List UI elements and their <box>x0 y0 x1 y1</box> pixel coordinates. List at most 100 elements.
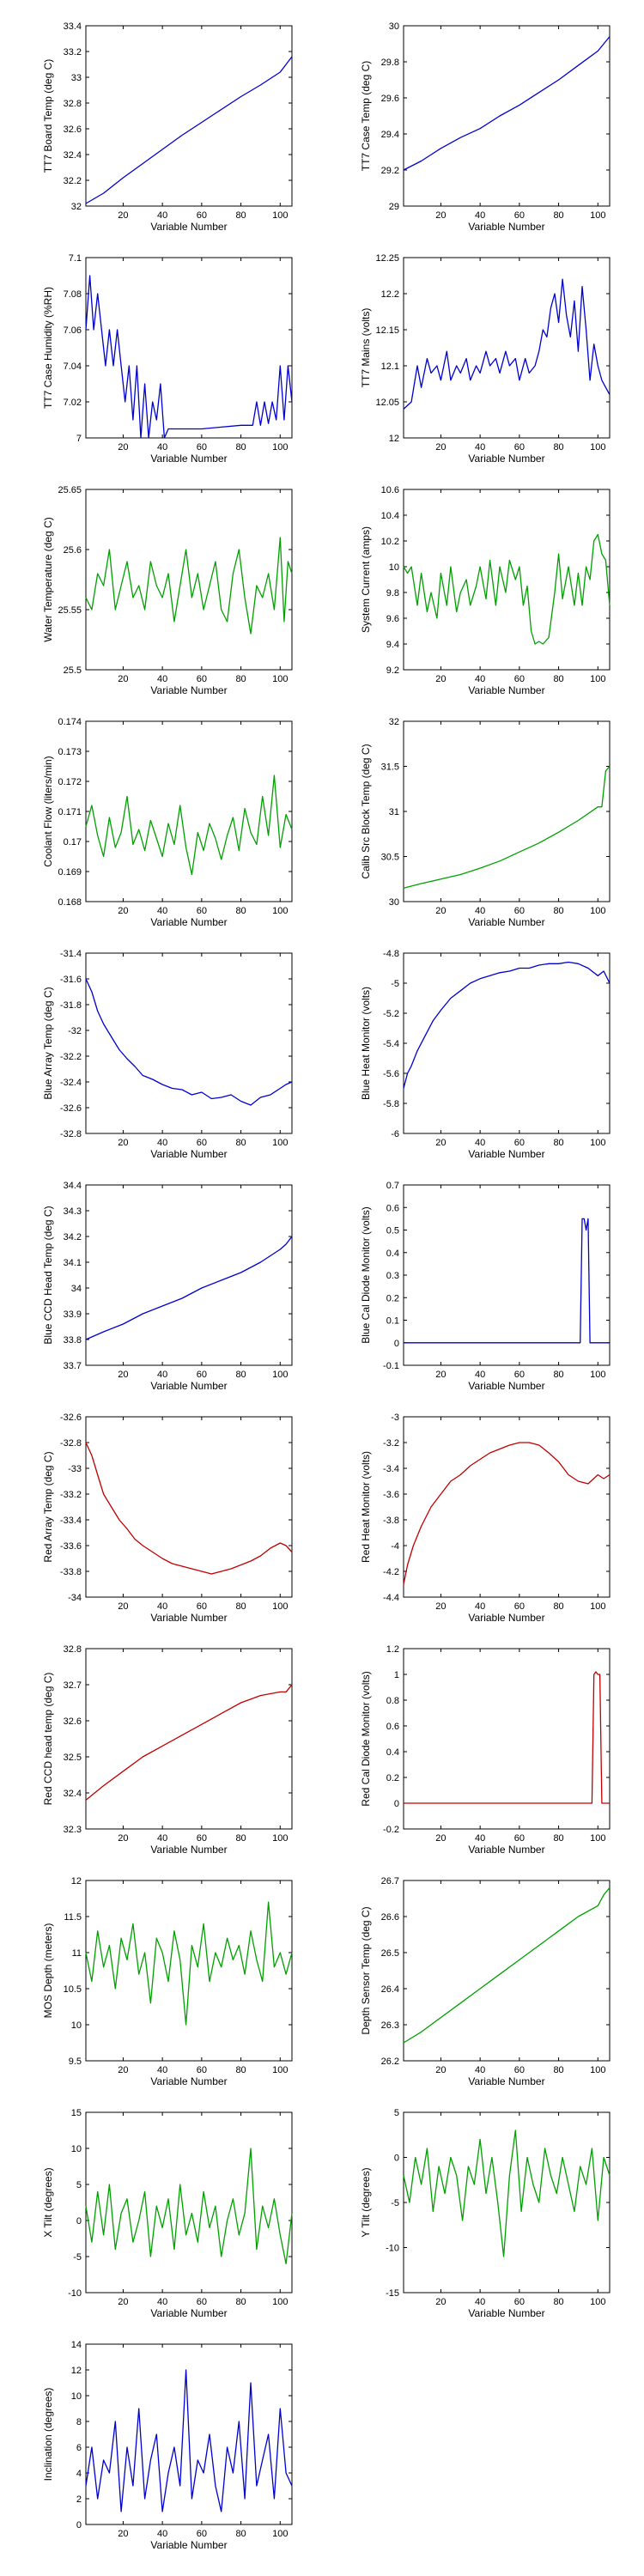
chart-panel-16: -0.2 0 0.2 0.4 0.6 0.8 1 1.2 20 40 60 80 100 Variable… <box>360 1644 611 1856</box>
y-tick-label: -31.6 <box>60 975 82 985</box>
y-tick-label: 32.6 <box>64 125 82 135</box>
y-tick-label: 25.6 <box>64 545 82 556</box>
y-tick-label: 5 <box>394 2108 399 2118</box>
x-tick-label: 20 <box>118 1601 128 1612</box>
y-tick-label: 0.6 <box>386 1203 399 1213</box>
y-tick-label: 33.4 <box>64 21 82 32</box>
x-tick-label: 20 <box>118 906 128 916</box>
x-tick-label: 60 <box>514 906 525 916</box>
x-tick-label: 40 <box>157 2297 167 2307</box>
x-tick-label: 20 <box>118 2297 128 2307</box>
y-tick-label: -5 <box>73 2252 82 2263</box>
x-tick-label: 40 <box>157 210 167 221</box>
x-tick-label: 60 <box>197 906 207 916</box>
plot-frame <box>403 489 611 671</box>
y-tick-label: -4 <box>391 1541 399 1552</box>
x-tick-label: 20 <box>118 2529 128 2539</box>
y-tick-label: 12 <box>71 2366 82 2376</box>
y-tick-label: 32 <box>389 717 399 727</box>
x-tick-label: 20 <box>118 674 128 684</box>
y-tick-label: 26.2 <box>381 2057 399 2067</box>
y-tick-label: 31.5 <box>381 762 399 773</box>
series-line-1 <box>85 56 293 204</box>
x-tick-label: 60 <box>514 210 525 221</box>
y-tick-label: 14 <box>71 2340 82 2350</box>
y-tick-label: 0 <box>76 2216 82 2227</box>
chart-panel-20: -15 -10 -5 0 5 20 40 60 80 100 Variable Number Y Ti… <box>360 2108 611 2319</box>
y-tick-label: 2 <box>76 2494 82 2505</box>
x-axis-label: Variable Number <box>468 221 544 233</box>
x-tick-label: 100 <box>590 906 605 916</box>
y-tick-label: 7.02 <box>64 398 82 408</box>
y-tick-label: 32 <box>71 202 82 212</box>
x-tick-label: 100 <box>590 2065 605 2075</box>
y-tick-label: -34 <box>68 1593 82 1603</box>
x-tick-label: 40 <box>475 2297 485 2307</box>
x-tick-label: 60 <box>197 2297 207 2307</box>
x-tick-label: 60 <box>197 1833 207 1844</box>
y-axis-label: System Current (amps) <box>360 526 372 633</box>
x-tick-label: 80 <box>553 1138 563 1148</box>
y-tick-label: 12.25 <box>375 253 399 264</box>
y-tick-label: 29.2 <box>381 166 399 176</box>
y-tick-label: -0.2 <box>383 1825 399 1835</box>
x-axis-label: Variable Number <box>150 453 227 465</box>
x-tick-label: 80 <box>553 1601 563 1612</box>
y-tick-label: 5 <box>76 2180 82 2190</box>
y-tick-label: 10 <box>71 2020 82 2031</box>
x-tick-label: 40 <box>475 1370 485 1380</box>
chart-panel-1: 32 32.2 32.4 32.6 32.8 33 33.2 33.4 20 40 60 80 100 V… <box>42 21 293 233</box>
series-line-1 <box>403 36 611 171</box>
x-tick-label: 100 <box>272 674 288 684</box>
y-tick-label: 9.2 <box>386 665 399 676</box>
plot-frame <box>403 720 611 902</box>
y-tick-label: 34.4 <box>64 1181 82 1191</box>
y-tick-label: -5.6 <box>383 1069 399 1079</box>
y-tick-label: 26.5 <box>381 1948 399 1959</box>
y-axis-label: Blue Heat Monitor (volts) <box>360 987 372 1100</box>
y-axis-label: Blue Array Temp (deg C) <box>42 987 54 1099</box>
x-tick-label: 20 <box>435 1138 446 1148</box>
series-line-1 <box>404 1671 610 1804</box>
y-tick-label: 32.4 <box>64 1789 82 1799</box>
y-tick-label: 0.172 <box>58 777 82 787</box>
x-tick-label: 20 <box>435 674 446 684</box>
x-axis-label: Variable Number <box>150 1148 227 1160</box>
x-tick-label: 100 <box>590 1601 605 1612</box>
x-tick-label: 40 <box>475 210 485 221</box>
x-tick-label: 60 <box>514 1601 525 1612</box>
y-tick-label: 0.174 <box>58 717 82 727</box>
y-tick-label: -31.4 <box>60 949 82 959</box>
y-tick-label: 7.04 <box>64 361 82 372</box>
x-tick-label: 40 <box>475 1601 485 1612</box>
x-axis-label: Variable Number <box>150 1844 227 1856</box>
y-tick-label: 7.08 <box>64 289 82 300</box>
x-tick-label: 40 <box>475 1138 485 1148</box>
y-tick-label: -4.2 <box>383 1567 399 1577</box>
y-tick-label: 32.8 <box>64 99 82 109</box>
x-tick-label: 40 <box>157 1370 167 1380</box>
x-tick-label: 60 <box>197 210 207 221</box>
series-line-1 <box>85 1901 293 2026</box>
x-tick-label: 100 <box>272 1138 288 1148</box>
y-tick-label: 15 <box>71 2108 82 2118</box>
x-tick-label: 60 <box>514 1370 525 1380</box>
x-tick-label: 80 <box>235 2065 246 2075</box>
x-tick-label: 20 <box>435 2297 446 2307</box>
y-tick-label: -10 <box>386 2244 399 2254</box>
chart-panel-21: 0 2 4 6 8 10 12 14 20 40 60 80 100 Variable Number Inc… <box>42 2340 293 2551</box>
y-tick-label: 12.2 <box>381 289 399 300</box>
plot-frame <box>403 1648 611 1830</box>
y-axis-label: Blue CCD Head Temp (deg C) <box>42 1206 54 1344</box>
y-tick-label: -3 <box>391 1413 399 1423</box>
y-tick-label: -6 <box>391 1129 399 1139</box>
y-tick-label: 7.1 <box>69 253 82 264</box>
x-tick-label: 80 <box>553 442 563 453</box>
x-tick-label: 20 <box>435 906 446 916</box>
y-axis-label: Red Array Temp (deg C) <box>42 1451 54 1562</box>
x-axis-label: Variable Number <box>468 453 544 465</box>
y-tick-label: 12.1 <box>381 361 399 372</box>
x-tick-label: 80 <box>235 1833 246 1844</box>
y-tick-label: 0.4 <box>386 1747 399 1758</box>
x-tick-label: 100 <box>590 210 605 221</box>
